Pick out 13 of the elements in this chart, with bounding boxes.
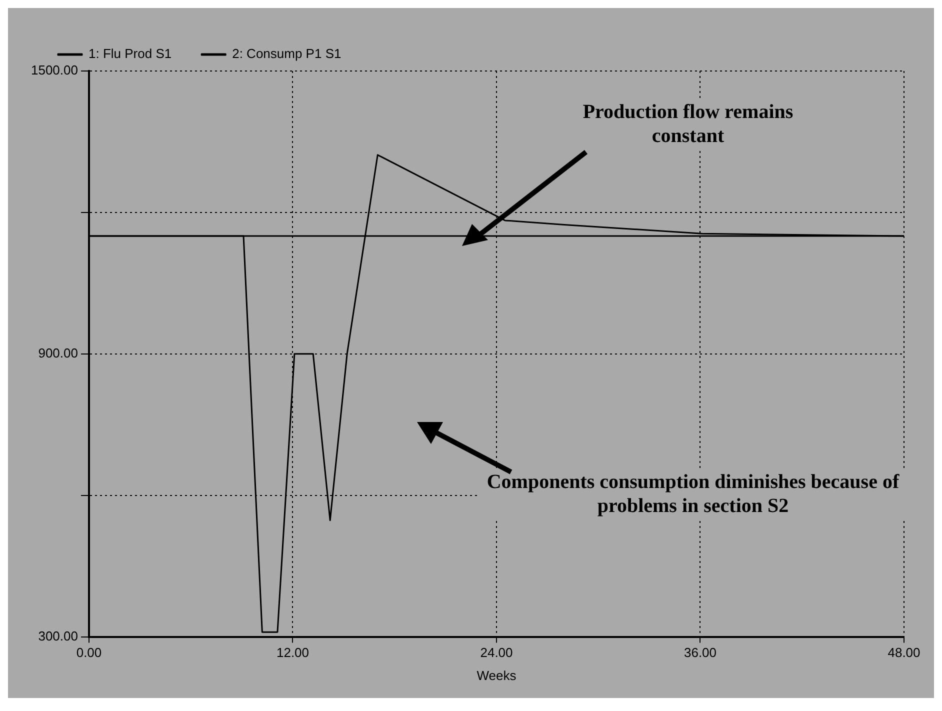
x-tick-label: 12.00 <box>276 645 310 660</box>
annotation: Components consumption diminishes because of problems in section S2 <box>478 470 908 518</box>
y-tick-label: 300.00 <box>38 628 78 644</box>
x-tick-label: 0.00 <box>76 645 102 660</box>
y-tick-label: 1500.00 <box>30 62 78 78</box>
y-tick-label: 900.00 <box>38 345 78 360</box>
x-tick-label: 24.00 <box>480 645 513 660</box>
x-tick-label: 48.00 <box>888 645 920 660</box>
legend-label: 2: Consump P1 S1 <box>232 46 342 62</box>
legend-label: 1: Flu Prod S1 <box>88 46 172 62</box>
annotation: Production flow remains constant <box>568 100 808 148</box>
x-axis-title: Weeks <box>476 668 517 683</box>
x-tick-label: 36.00 <box>684 645 717 660</box>
